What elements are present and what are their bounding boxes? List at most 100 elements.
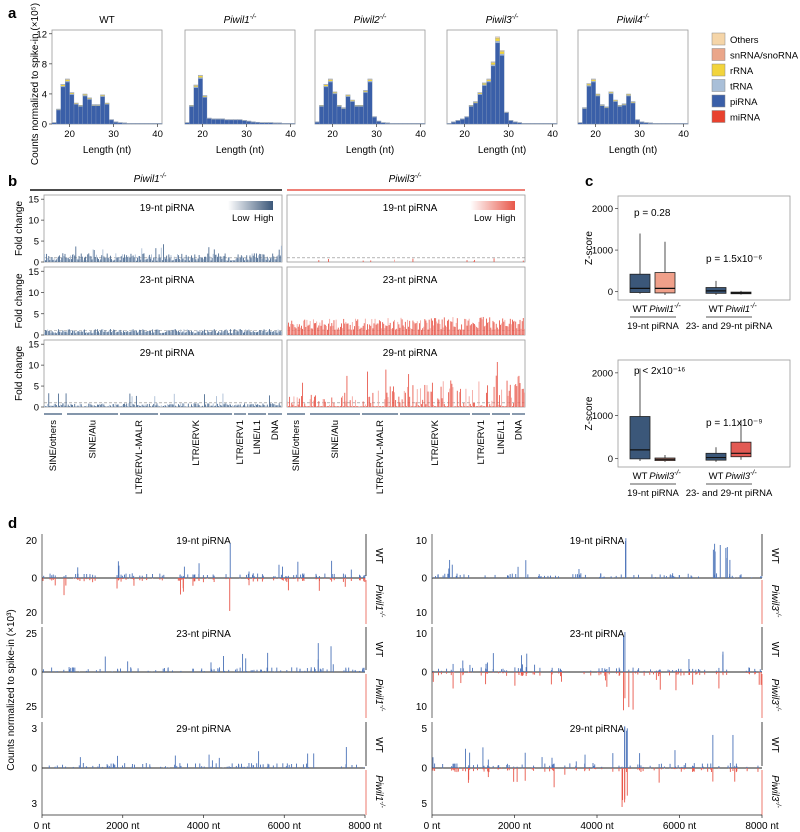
panel-b-bar	[424, 384, 426, 407]
panel-b-bar	[50, 405, 52, 407]
panel-b-bar	[212, 253, 214, 262]
panel-b-bar	[441, 319, 443, 335]
panel-a-bar	[323, 86, 329, 125]
panel-b-bar	[474, 259, 476, 262]
panel-a-xtick-label: 20	[459, 129, 470, 140]
panel-b-bar	[201, 405, 203, 407]
panel-b-bar	[388, 325, 390, 335]
panel-c-xlabel: Piwil3-/-	[725, 470, 757, 482]
panel-b-bar	[52, 259, 54, 262]
panel-b-bar	[447, 320, 448, 335]
panel-b-bar	[398, 396, 400, 407]
panel-b-bar	[179, 259, 181, 262]
panel-b-bar	[274, 259, 276, 262]
panel-b-bar	[93, 405, 95, 407]
panel-d-ytick-label: 5	[421, 724, 427, 735]
panel-b-bar	[146, 258, 148, 262]
panel-b-bar	[87, 254, 89, 262]
panel-b-bar	[272, 403, 274, 407]
panel-b-bar	[305, 406, 307, 407]
panel-b-bar	[263, 404, 265, 407]
panel-b-bar	[125, 331, 127, 335]
panel-a-xtick-label: 40	[547, 129, 558, 140]
panel-a-bar	[323, 83, 329, 85]
panel-b-bar	[290, 323, 292, 335]
panel-b-bar	[192, 406, 194, 407]
panel-b-bar	[389, 322, 391, 335]
panel-b-bar	[469, 403, 471, 407]
panel-b-bar	[438, 319, 440, 335]
panel-b-bar	[262, 330, 264, 335]
panel-b-bar	[228, 404, 230, 407]
panel-b-bar	[142, 404, 144, 407]
panel-b-bar	[275, 405, 277, 407]
panel-b-bar	[184, 406, 186, 407]
panel-b-bar	[459, 392, 460, 407]
panel-a-bar	[198, 75, 203, 78]
panel-b-bar	[354, 326, 355, 335]
panel-a-xtick-label: 30	[634, 129, 645, 140]
panel-b-bar	[314, 323, 315, 335]
panel-b-bar	[85, 256, 86, 262]
panel-a-bar	[328, 78, 333, 80]
panel-b-bar	[128, 256, 130, 262]
panel-b-bar	[517, 376, 519, 407]
panel-b-bar	[439, 323, 441, 335]
panel-b-bar	[112, 260, 114, 262]
panel-b-bar	[266, 404, 268, 407]
superscript: -/-	[378, 611, 385, 618]
panel-b-bar	[352, 329, 354, 335]
panel-b-bar	[231, 333, 233, 335]
panel-b-bar	[114, 259, 116, 262]
superscript: -/-	[774, 705, 781, 712]
panel-d-ko-label: Piwil1-/-	[373, 679, 385, 712]
panel-b-bar	[354, 406, 355, 407]
panel-b-bar	[113, 404, 115, 407]
panel-b-bar	[378, 320, 380, 335]
panel-b-bar	[279, 330, 281, 335]
panel-b-bar	[341, 397, 342, 407]
panel-b-bar	[150, 258, 151, 262]
panel-d-xtick-label: 4000 nt	[187, 821, 221, 832]
panel-b-bar	[61, 332, 63, 335]
panel-b-bar	[142, 329, 144, 335]
panel-b-bar	[120, 331, 122, 335]
panel-b-bar	[400, 406, 402, 407]
panel-b-bar	[163, 244, 164, 262]
panel-b-bar	[411, 329, 413, 335]
panel-d-ytick-label: 10	[416, 702, 428, 713]
panel-b-bar	[523, 392, 525, 407]
panel-b-bar	[105, 331, 107, 335]
panel-b-bar	[241, 256, 243, 262]
panel-a-chart: Piwil2-/- 20 30 40 Length (nt)	[314, 14, 426, 156]
panel-a-bar	[202, 95, 208, 98]
panel-b-bar	[145, 405, 147, 407]
superscript: -/-	[774, 801, 781, 808]
panel-b-bar	[122, 403, 124, 407]
panel-b-bar	[245, 405, 247, 407]
panel-b-bar	[311, 328, 313, 335]
panel-b-bar	[160, 247, 162, 262]
panel-b-bar	[343, 406, 345, 407]
panel-b-bar	[217, 403, 218, 407]
panel-b-bar	[124, 403, 125, 407]
panel-b-bar	[250, 404, 252, 407]
panel-b-bar	[126, 331, 128, 335]
panel-b-bar	[295, 328, 297, 335]
panel-b-bar	[259, 405, 261, 407]
panel-b-ytick-label: 0	[34, 403, 39, 414]
panel-b-bar	[181, 332, 183, 335]
panel-b-bar	[102, 249, 104, 262]
panel-a-chart: Piwil4-/- 20 30 40 Length (nt)	[577, 14, 689, 156]
panel-b-bar	[512, 406, 513, 407]
panel-b-category-label: DNA	[270, 419, 281, 440]
panel-b-bar	[66, 406, 68, 407]
panel-b-bar	[344, 392, 346, 407]
panel-b-bar	[185, 254, 187, 262]
panel-b-bar	[84, 406, 85, 407]
panel-b-bar	[119, 260, 121, 262]
panel-b-bar	[382, 322, 384, 335]
panel-b-bar	[372, 392, 374, 407]
panel-b-bar	[273, 256, 275, 262]
panel-b-bar	[361, 406, 363, 407]
